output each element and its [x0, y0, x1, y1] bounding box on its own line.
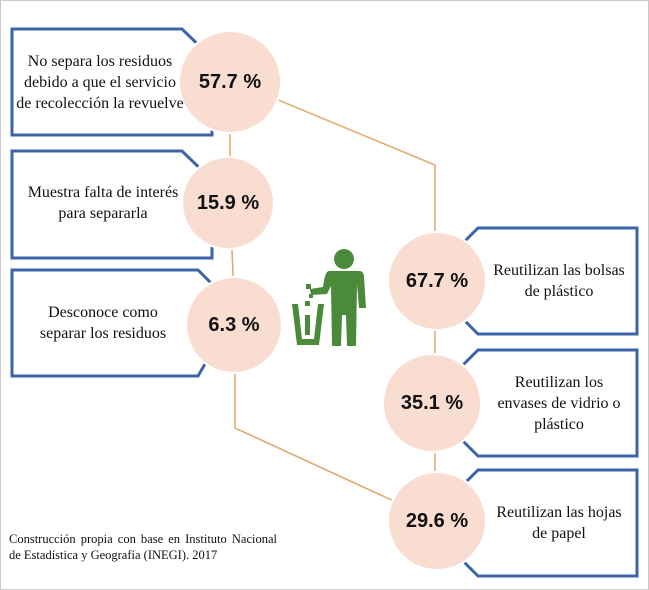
person-throwing-trash-icon	[292, 249, 366, 346]
right-label-2: Reutilizan los envases de vidrio o plást…	[497, 373, 621, 433]
left-percent-3: 6.3 %	[208, 313, 260, 336]
left-percent-2: 15.9 %	[196, 191, 260, 214]
left-label-3: Desconoce como separar los residuos	[39, 304, 167, 342]
right-percent-1: 67.7 %	[405, 269, 469, 292]
left-percent-1: 57.7 %	[198, 70, 262, 93]
right-label-3: Reutilizan las hojas de papel	[496, 504, 622, 542]
left-label-2: Muestra falta de interés para separarla	[27, 184, 179, 222]
left-circle-3	[185, 276, 283, 374]
right-label-1: Reutilizan las bolsas de plástico	[493, 262, 625, 300]
right-circle-3	[387, 471, 487, 571]
left-circle-1	[178, 30, 282, 134]
left-circle-2	[181, 156, 275, 250]
right-circle-2	[382, 353, 482, 453]
source-note: Construcción propia con base en Institut…	[9, 532, 277, 562]
right-circle-1	[387, 231, 487, 331]
right-percent-3: 29.6 %	[405, 509, 469, 532]
left-label-1: No separa los residuos debido a que el s…	[16, 52, 184, 112]
right-percent-2: 35.1 %	[400, 391, 464, 414]
